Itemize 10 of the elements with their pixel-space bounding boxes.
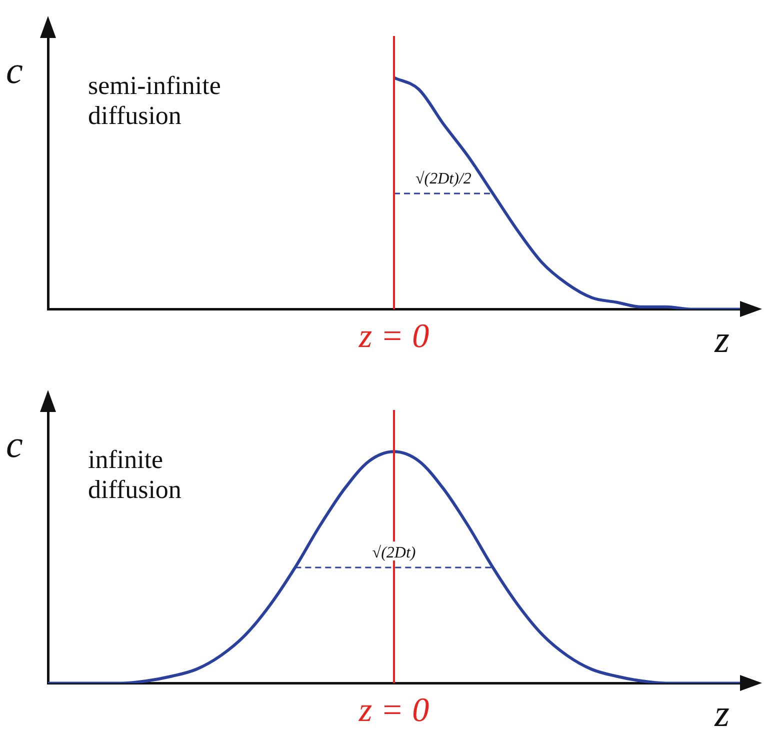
annotation: √(2Dt) xyxy=(372,544,416,562)
annotation: infinite diffusion xyxy=(88,444,182,504)
x-axis-title: z xyxy=(714,319,730,362)
y-axis-title: c xyxy=(6,424,23,466)
x-axis-title: z xyxy=(714,693,730,736)
text: z = 0 xyxy=(358,692,430,730)
text: z = 0 xyxy=(358,318,430,356)
y-axis-title: c xyxy=(6,50,23,92)
annotation: semi-infinite diffusion xyxy=(88,70,221,130)
annotation: √(2Dt)/2 xyxy=(415,170,472,188)
